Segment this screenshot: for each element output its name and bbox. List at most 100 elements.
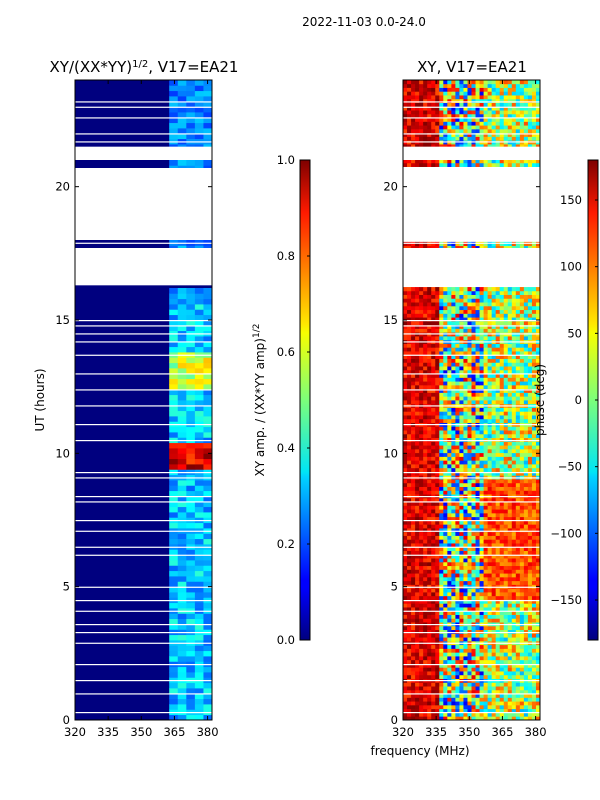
heatmap-cell (177, 560, 187, 566)
heatmap-cell (411, 384, 416, 390)
heatmap-cell (455, 629, 460, 634)
heatmap-cell (499, 121, 505, 126)
heatmap-cell (471, 369, 476, 375)
heatmap-cell (451, 418, 456, 423)
heatmap-cell (467, 128, 472, 134)
heatmap-cell (483, 614, 489, 619)
heatmap-cell (483, 448, 489, 454)
heatmap-cell (411, 592, 416, 597)
heatmap-cell (423, 430, 428, 435)
heatmap-cell (519, 136, 525, 141)
heatmap-cell (491, 358, 497, 363)
heatmap-cell (419, 486, 424, 491)
heatmap-cell (515, 377, 521, 382)
heatmap-cell (491, 671, 497, 676)
heatmap-cell (439, 445, 444, 450)
heatmap-cell (463, 561, 468, 567)
heatmap-cell (467, 460, 472, 465)
heatmap-cell (487, 535, 493, 540)
heatmap-cell (451, 629, 456, 634)
heatmap-cell (415, 445, 420, 450)
heatmap-cell (451, 501, 456, 506)
heatmap-cell (186, 613, 196, 620)
heatmap-cell (419, 241, 424, 247)
heatmap-cell (447, 347, 452, 352)
heatmap-cell (523, 467, 529, 472)
heatmap-cell (511, 629, 517, 634)
heatmap-cell (487, 558, 493, 563)
heatmap-cell (535, 550, 541, 555)
heatmap-cell (443, 637, 448, 642)
heatmap-cell (431, 576, 436, 582)
heatmap-cell (415, 456, 420, 461)
heatmap-cell (519, 125, 525, 130)
heatmap-cell (531, 625, 537, 631)
heatmap-cell (451, 407, 456, 412)
heatmap-cell (455, 384, 460, 390)
heatmap-cell (507, 531, 513, 536)
heatmap-cell (427, 125, 432, 130)
heatmap-cell (415, 106, 420, 111)
heatmap-cell (515, 437, 521, 442)
heatmap-cell (455, 516, 460, 521)
heatmap-cell (443, 106, 448, 111)
heatmap-cell (495, 689, 501, 695)
heatmap-cell (479, 535, 484, 540)
heatmap-cell (503, 407, 509, 412)
heatmap-cell (455, 309, 460, 314)
heatmap-cell (459, 520, 464, 525)
heatmap-cell (435, 294, 440, 299)
heatmap-cell (455, 512, 460, 518)
heatmap-cell (483, 607, 489, 612)
heatmap-cell (491, 343, 497, 348)
heatmap-cell (415, 497, 420, 503)
heatmap-cell (535, 132, 541, 137)
heatmap-cell (535, 482, 541, 487)
heatmap-cell (455, 305, 460, 311)
heatmap-cell (447, 121, 452, 126)
heatmap-cell (459, 305, 464, 311)
heatmap-cell (427, 656, 432, 661)
heatmap-cell (451, 607, 456, 612)
heatmap-cell (419, 366, 424, 371)
heatmap-cell (435, 433, 440, 439)
heatmap-cell (439, 497, 444, 503)
heatmap-cell (451, 701, 456, 706)
heatmap-cell (203, 442, 213, 449)
heatmap-cell (467, 693, 472, 698)
heatmap-cell (475, 411, 480, 416)
heatmap-cell (203, 464, 213, 470)
heatmap-cell (479, 159, 484, 164)
heatmap-cell (431, 117, 436, 122)
heatmap-cell (455, 531, 460, 536)
heatmap-cell (455, 351, 460, 356)
heatmap-cell (503, 652, 509, 657)
heatmap-cell (451, 535, 456, 540)
heatmap-cell (495, 320, 501, 326)
heatmap-cell (523, 347, 529, 352)
heatmap-cell (479, 366, 484, 371)
heatmap-cell (419, 384, 424, 390)
heatmap-cell (515, 125, 521, 130)
heatmap-cell (531, 388, 537, 393)
heatmap-cell (527, 343, 533, 348)
heatmap-cell (419, 592, 424, 597)
heatmap-cell (499, 686, 505, 691)
heatmap-cell (519, 144, 525, 149)
heatmap-cell (435, 366, 440, 371)
heatmap-cell (459, 418, 464, 423)
colorbar-tick-label: 1.0 (277, 153, 295, 167)
heatmap-cell (427, 686, 432, 691)
heatmap-cell (439, 347, 444, 352)
heatmap-cell (451, 610, 456, 615)
heatmap-cell (503, 693, 509, 698)
heatmap-cell (507, 136, 513, 141)
heatmap-cell (495, 290, 501, 295)
heatmap-cell (491, 351, 497, 356)
heatmap-cell (419, 418, 424, 423)
heatmap-cell (451, 313, 456, 318)
heatmap-cell (415, 501, 420, 506)
heatmap-cell (495, 381, 501, 386)
data-gap-line (75, 101, 212, 103)
heatmap-cell (403, 543, 408, 548)
